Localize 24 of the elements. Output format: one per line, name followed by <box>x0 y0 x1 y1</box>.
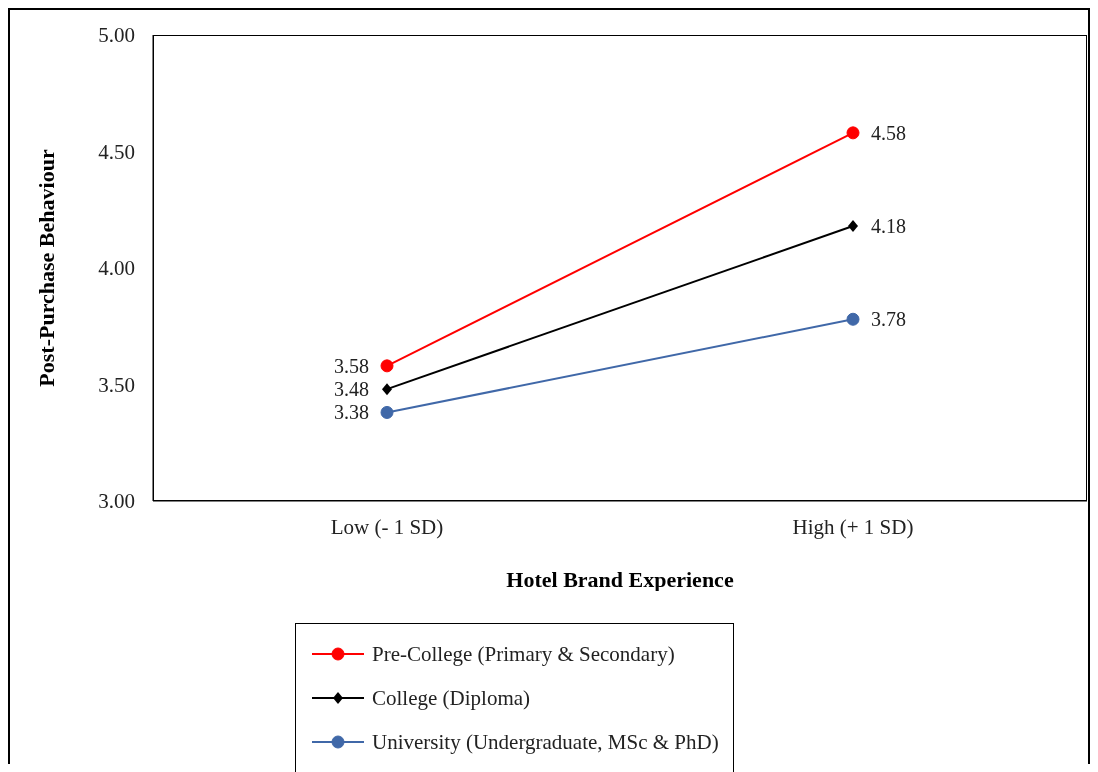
x-axis-title: Hotel Brand Experience <box>506 567 734 592</box>
y-tick-label: 3.50 <box>98 372 135 397</box>
data-label: 3.58 <box>334 354 369 377</box>
data-label: 4.18 <box>871 215 906 238</box>
point <box>848 220 858 233</box>
point <box>846 312 860 326</box>
y-tick-label: 3.00 <box>98 489 135 514</box>
data-label: 3.78 <box>871 308 906 331</box>
legend-label: College (Diploma) <box>372 685 531 711</box>
legend-label: University (Undergraduate, MSc & PhD) <box>372 729 719 755</box>
point <box>380 405 394 419</box>
point <box>380 359 394 373</box>
legend-label: Pre-College (Primary & Secondary) <box>372 641 675 667</box>
data-label: 3.38 <box>334 401 369 424</box>
point <box>382 383 392 396</box>
y-tick-label: 4.50 <box>98 139 135 164</box>
y-tick-label: 5.00 <box>98 23 135 48</box>
x-tick-label: High (+ 1 SD) <box>792 514 914 539</box>
y-axis-title: Post-Purchase Behaviour <box>33 149 59 387</box>
point <box>846 126 860 140</box>
data-label: 4.58 <box>871 121 906 144</box>
y-tick-label: 4.00 <box>98 256 135 281</box>
data-label: 3.48 <box>334 378 369 401</box>
x-tick-label: Low (- 1 SD) <box>330 514 444 539</box>
